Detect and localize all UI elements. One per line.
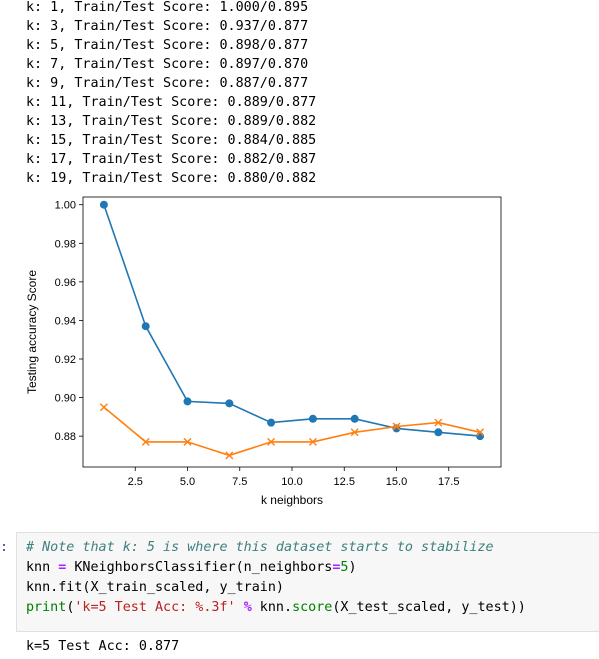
plot-frame (82, 196, 502, 468)
output-line: k: 15, Train/Test Score: 0.884/0.885 (26, 133, 317, 148)
series-1-point (267, 418, 276, 427)
code-line-comment: # Note that k: 5 is where this dataset s… (26, 540, 494, 555)
series-2-point (392, 422, 401, 431)
series-2-point (267, 437, 276, 446)
output-line: k: 5, Train/Test Score: 0.898/0.877 (26, 38, 309, 53)
series-1-point (225, 399, 234, 408)
cell-prompt: : (0, 540, 9, 555)
series-2-point (183, 437, 192, 446)
code-line-2: knn = KNeighborsClassifier(n_neighbors=5… (26, 560, 357, 575)
x-tick-label: 7.5 (232, 476, 247, 488)
output-line: k: 7, Train/Test Score: 0.897/0.870 (26, 57, 309, 72)
series-1-point (476, 432, 485, 441)
output-line: k: 1, Train/Test Score: 1.000/0.895 (26, 0, 309, 15)
series-1-point (141, 322, 150, 331)
x-tick-label: 2.5 (128, 476, 143, 488)
series-1-point (183, 397, 192, 406)
x-tick-label: 10.0 (281, 476, 302, 488)
series-2-point (99, 403, 108, 412)
code-line-3: knn.fit(X_train_scaled, y_train) (26, 580, 284, 595)
y-tick-label: 0.94 (55, 315, 76, 327)
series-2-point (434, 418, 443, 427)
series-1-point (350, 414, 359, 423)
code-cell[interactable] (16, 532, 599, 632)
x-axis-label: k neighbors (261, 493, 323, 507)
y-tick-label: 0.90 (55, 393, 76, 405)
series-1-point (99, 200, 108, 209)
output-line: k: 13, Train/Test Score: 0.889/0.882 (26, 114, 317, 129)
cell-output: k=5 Test Acc: 0.877 (26, 639, 180, 654)
series-2-point (476, 428, 485, 437)
y-tick-label: 0.98 (55, 238, 76, 250)
y-tick-label: 0.92 (55, 354, 76, 366)
y-axis-label: Testing accuracy Score (25, 270, 39, 394)
output-line: k: 9, Train/Test Score: 0.887/0.877 (26, 76, 309, 91)
series-1-point (434, 428, 443, 437)
y-tick-label: 1.00 (55, 200, 76, 212)
y-tick-label: 0.96 (55, 277, 76, 289)
x-axis-ticks: 2.5 5.0 7.5 10.0 12.5 15.0 17.5 (128, 467, 459, 488)
series-1-point (308, 414, 317, 423)
training-output: k: 1, Train/Test Score: 1.000/0.895 k: 3,… (26, 0, 316, 188)
x-tick-label: 5.0 (180, 476, 195, 488)
series-1-line (103, 204, 481, 437)
output-line: k: 3, Train/Test Score: 0.937/0.877 (26, 19, 309, 34)
series-2-point (141, 437, 150, 446)
y-axis-ticks: 0.88 0.90 0.92 0.94 0.96 0.98 1.00 (55, 200, 83, 443)
series-2-line (103, 406, 481, 457)
y-tick-label: 0.88 (55, 431, 76, 443)
series-2-point (308, 437, 317, 446)
x-tick-label: 17.5 (438, 476, 459, 488)
code-line-4: print('k=5 Test Acc: %.3f' % knn.score(X… (26, 600, 526, 615)
output-line: k: 17, Train/Test Score: 0.882/0.887 (26, 152, 317, 167)
accuracy-chart: 0.88 0.90 0.92 0.94 0.96 0.98 1.00 2.5 5.0 7.5 10… (25, 196, 502, 507)
x-tick-label: 12.5 (334, 476, 355, 488)
series-group (99, 200, 485, 460)
code-editor[interactable]: # Note that k: 5 is where this dataset s… (26, 538, 526, 618)
series-2-point (350, 428, 359, 437)
x-tick-label: 15.0 (386, 476, 407, 488)
output-line: k: 11, Train/Test Score: 0.889/0.877 (26, 95, 317, 110)
output-line: k: 19, Train/Test Score: 0.880/0.882 (26, 171, 317, 186)
series-2-point (225, 451, 234, 460)
